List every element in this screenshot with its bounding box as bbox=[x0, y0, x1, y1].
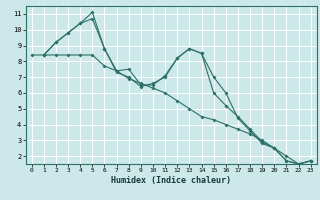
X-axis label: Humidex (Indice chaleur): Humidex (Indice chaleur) bbox=[111, 176, 231, 185]
